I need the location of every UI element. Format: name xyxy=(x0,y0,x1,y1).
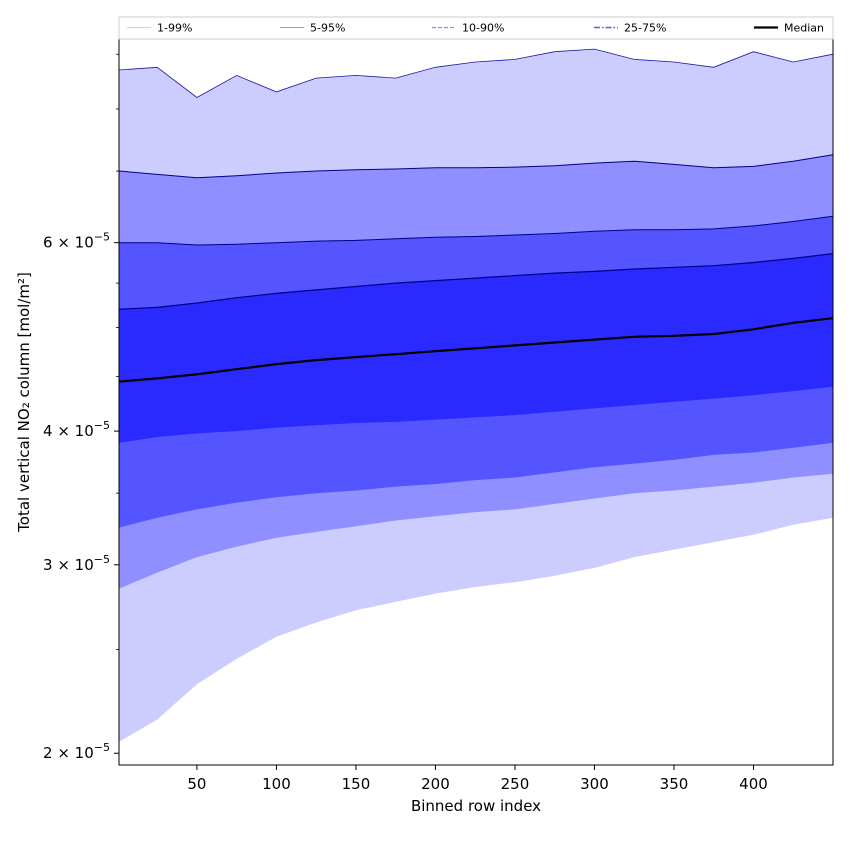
legend: 1-99% 5-95% 10-90% 25-75% Median xyxy=(118,16,834,40)
legend-label: 10-90% xyxy=(462,22,504,35)
median-line-group xyxy=(118,317,834,383)
band-boundary-lines xyxy=(118,48,834,310)
x-tick-label: 400 xyxy=(739,775,768,793)
upper-75-line xyxy=(118,253,834,310)
percentile-bands xyxy=(119,49,833,742)
median-line xyxy=(118,317,834,383)
upper-90-line xyxy=(119,215,834,246)
legend-label: 1-99% xyxy=(157,22,192,35)
legend-label: Median xyxy=(784,22,824,35)
y-tick-label: 6 × 10−5 xyxy=(43,231,110,252)
y-tick-label: 4 × 10−5 xyxy=(43,419,110,440)
x-tick-label: 50 xyxy=(187,775,206,793)
x-tick-label: 150 xyxy=(342,775,371,793)
legend-frame xyxy=(118,16,834,40)
x-tick-label: 250 xyxy=(501,775,530,793)
upper-95-line xyxy=(118,154,834,179)
upper-99-line xyxy=(118,48,834,98)
y-axis-ticks: 2 × 10−5 3 × 10−5 4 × 10−5 6 × 10−5 xyxy=(43,53,119,762)
x-tick-label: 100 xyxy=(262,775,291,793)
x-tick-label: 200 xyxy=(421,775,450,793)
x-tick-label: 350 xyxy=(660,775,689,793)
x-tick-label: 300 xyxy=(580,775,609,793)
x-axis-label: Binned row index xyxy=(411,797,541,815)
legend-label: 25-75% xyxy=(624,22,666,35)
y-tick-label: 3 × 10−5 xyxy=(43,553,110,574)
y-tick-label: 2 × 10−5 xyxy=(43,741,110,762)
y-axis-label: Total vertical NO₂ column [mol/m²] xyxy=(15,272,33,533)
x-axis-ticks: 50 100 150 200 250 300 350 400 xyxy=(187,765,768,793)
legend-label: 5-95% xyxy=(310,22,345,35)
